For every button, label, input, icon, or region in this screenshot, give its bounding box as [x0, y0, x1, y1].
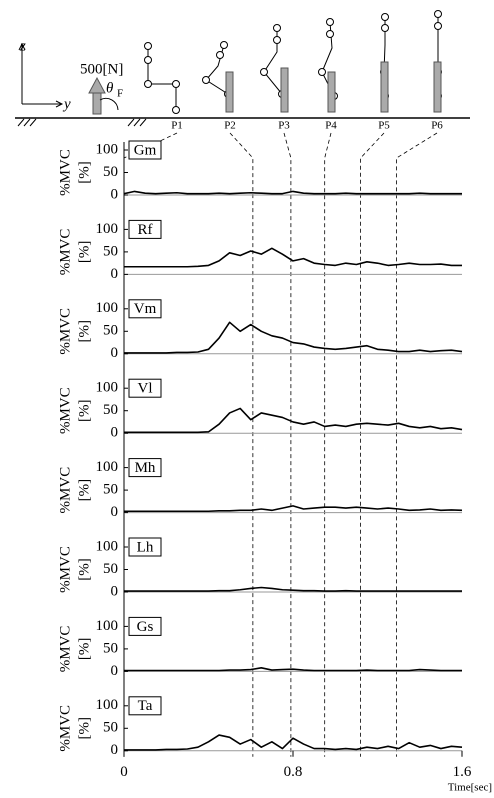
- emg-line: [124, 668, 462, 671]
- y-tick-label: 50: [103, 640, 118, 656]
- y-axis-label: [%]: [76, 241, 92, 264]
- phase-line: [284, 133, 291, 757]
- phase-label: P1: [171, 120, 183, 132]
- y-axis-label: %MVC: [57, 467, 73, 514]
- x-tick-label: 1.6: [453, 764, 472, 780]
- force-icon: [89, 78, 118, 114]
- muscle-tag: Gm: [129, 141, 161, 159]
- y-tick-label: 0: [111, 663, 119, 679]
- y-tick-label: 50: [103, 243, 118, 259]
- y-tick-label: 50: [103, 323, 118, 339]
- muscle-label: Gm: [134, 142, 157, 158]
- y-axis-label: [%]: [76, 479, 92, 502]
- phase-label: P3: [278, 120, 290, 132]
- y-tick-label: 100: [96, 697, 119, 713]
- y-tick-label: 0: [111, 345, 119, 361]
- muscle-tag: Rf: [129, 220, 161, 238]
- figure: z y 500[N] θ F P1P2P3P4P5P6050100%MVC[%]…: [0, 0, 494, 798]
- muscle-label: Vl: [138, 381, 153, 397]
- emg-line: [124, 408, 462, 432]
- muscle-label: Mh: [135, 460, 156, 476]
- y-tick-label: 50: [103, 164, 118, 180]
- muscle-label: Rf: [138, 222, 153, 238]
- y-tick-label: 100: [96, 538, 119, 554]
- y-tick-label: 50: [103, 720, 118, 736]
- y-axis-label: [%]: [76, 161, 92, 184]
- emg-line: [124, 248, 462, 266]
- muscle-tag: Lh: [129, 538, 161, 556]
- phase-line: [230, 133, 253, 757]
- muscle-label: Gs: [137, 619, 154, 635]
- y-tick-label: 0: [111, 266, 119, 282]
- y-axis-label: [%]: [76, 717, 92, 740]
- y-axis-label: [%]: [76, 558, 92, 581]
- y-tick-label: 50: [103, 402, 118, 418]
- y-tick-label: 0: [111, 504, 119, 520]
- phase-line: [325, 133, 331, 757]
- y-axis-label: %MVC: [57, 705, 73, 752]
- muscle-label: Vm: [134, 301, 157, 317]
- y-tick-label: 0: [111, 186, 119, 202]
- z-label: z: [19, 38, 26, 54]
- y-tick-label: 0: [111, 583, 119, 599]
- ground-hatch: [18, 119, 146, 126]
- force-arrow-head: [89, 78, 105, 93]
- coordinate-axes: [15, 44, 470, 126]
- muscle-tag: Vl: [129, 379, 161, 397]
- y-tick-label: 50: [103, 561, 118, 577]
- force-label: 500[N]: [80, 61, 123, 77]
- y-axis-label: %MVC: [57, 229, 73, 276]
- angle-subscript: F: [117, 88, 123, 100]
- y-axis-label: [%]: [76, 638, 92, 661]
- y-tick-label: 100: [96, 459, 119, 475]
- muscle-label: Lh: [137, 539, 154, 555]
- y-tick-label: 100: [96, 221, 119, 237]
- angle-arc: [100, 98, 118, 110]
- y-tick-label: 50: [103, 482, 118, 498]
- y-axis-label: %MVC: [57, 546, 73, 593]
- force-arrow-shaft: [93, 92, 101, 114]
- phase-label: P2: [224, 120, 236, 132]
- muscle-tag: Mh: [129, 459, 161, 477]
- emg-line: [124, 506, 462, 511]
- muscle-label: Ta: [138, 698, 153, 714]
- y-axis-label: %MVC: [57, 149, 73, 196]
- phase-line: [397, 133, 437, 757]
- phase-label: P5: [378, 120, 390, 132]
- emg-line: [124, 588, 462, 592]
- muscle-tag: Vm: [129, 300, 161, 318]
- y-tick-label: 100: [96, 618, 119, 634]
- phase-line: [361, 133, 384, 757]
- x-tick-label: 0.8: [284, 764, 303, 780]
- y-axis-label: [%]: [76, 399, 92, 422]
- x-tick-label: 0: [120, 764, 128, 780]
- y-axis-label: %MVC: [57, 626, 73, 673]
- angle-label: θ: [106, 80, 114, 96]
- y-tick-label: 100: [96, 141, 119, 157]
- stick-figures: [145, 11, 442, 114]
- y-tick-label: 0: [111, 425, 119, 441]
- y-tick-label: 100: [96, 300, 119, 316]
- muscle-tag: Gs: [129, 617, 161, 635]
- muscle-tag: Ta: [129, 697, 161, 715]
- y-tick-label: 0: [111, 742, 119, 758]
- y-axis-label: %MVC: [57, 308, 73, 355]
- y-axis-label: [%]: [76, 320, 92, 343]
- emg-line: [124, 191, 462, 193]
- phase-label: P4: [325, 120, 337, 132]
- y-tick-label: 100: [96, 380, 119, 396]
- y-axis-label: %MVC: [57, 387, 73, 434]
- emg-line: [124, 735, 462, 750]
- y-label: y: [62, 96, 71, 112]
- phase-label: P6: [431, 120, 443, 132]
- x-axis-label: Time[sec]: [448, 781, 492, 793]
- emg-line: [124, 322, 462, 353]
